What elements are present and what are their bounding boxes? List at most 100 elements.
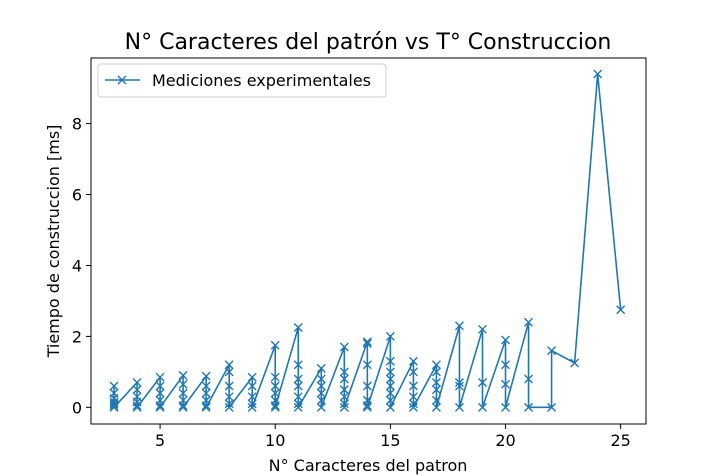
data-point-marker	[408, 399, 418, 409]
x-tick-label: 15	[380, 431, 400, 450]
y-tick-label: 2	[72, 327, 82, 346]
data-point-marker	[362, 337, 372, 347]
data-point-marker	[247, 381, 257, 391]
data-point-marker	[385, 402, 395, 412]
data-point-marker	[316, 402, 326, 412]
data-point-marker	[178, 401, 188, 411]
data-point-marker	[431, 385, 441, 395]
data-point-marker	[501, 335, 511, 345]
data-point-marker	[109, 402, 119, 412]
y-axis-label: Tiempo de construccion [ms]	[44, 125, 63, 359]
data-point-marker	[385, 367, 395, 377]
data-point-marker	[339, 392, 349, 402]
data-point-marker	[339, 399, 349, 409]
data-point-marker	[109, 381, 119, 391]
data-point-marker	[362, 401, 372, 411]
data-point-marker	[270, 340, 280, 350]
data-point-marker	[454, 321, 464, 331]
data-point-marker	[431, 360, 441, 370]
data-point-marker	[224, 402, 234, 412]
data-point-marker	[385, 381, 395, 391]
data-point-marker	[155, 372, 165, 382]
data-point-marker	[132, 402, 142, 412]
data-point-marker	[155, 401, 165, 411]
data-point-marker	[316, 374, 326, 384]
data-point-marker	[293, 392, 303, 402]
legend-marker	[117, 75, 127, 85]
data-point-marker	[339, 342, 349, 352]
data-point-marker	[524, 374, 534, 384]
data-point-marker	[224, 360, 234, 370]
data-point-marker	[132, 385, 142, 395]
data-point-marker	[224, 367, 234, 377]
plot-area: 5 10 15 20 25 0 2 4 6 8	[72, 57, 647, 450]
data-point-marker	[247, 399, 257, 409]
data-point-marker	[431, 402, 441, 412]
data-point-marker	[109, 399, 119, 409]
data-point-marker	[109, 401, 119, 411]
data-point-marker	[178, 402, 188, 412]
data-point-marker	[408, 367, 418, 377]
data-point-marker	[316, 363, 326, 373]
data-point-marker	[316, 388, 326, 398]
data-point-marker	[385, 395, 395, 405]
data-point-marker	[201, 401, 211, 411]
data-point-marker	[501, 402, 511, 412]
data-point-marker	[524, 402, 534, 412]
data-point-marker	[270, 401, 280, 411]
data-point-marker	[362, 360, 372, 370]
data-point-marker	[132, 378, 142, 388]
chart-title: N° Caracteres del patrón vs T° Construcc…	[125, 30, 612, 55]
x-tick-label: 20	[495, 431, 515, 450]
legend-marker-x	[117, 75, 127, 85]
data-point-marker	[501, 360, 511, 370]
data-point-marker	[270, 381, 280, 391]
data-point-marker	[339, 402, 349, 412]
data-point-marker	[293, 360, 303, 370]
data-point-marker	[385, 374, 395, 384]
data-point-marker	[293, 374, 303, 384]
data-point-marker	[247, 372, 257, 382]
data-point-marker	[178, 379, 188, 389]
data-point-marker	[339, 367, 349, 377]
data-point-marker	[362, 381, 372, 391]
data-point-marker	[408, 381, 418, 391]
data-point-marker	[431, 395, 441, 405]
data-point-marker	[201, 381, 211, 391]
data-point-marker	[616, 305, 626, 315]
data-point-marker	[316, 381, 326, 391]
data-point-marker	[339, 385, 349, 395]
legend-label: Mediciones experimentales	[152, 71, 371, 90]
data-point-marker	[155, 388, 165, 398]
data-point-marker	[477, 324, 487, 334]
data-point-marker	[293, 323, 303, 333]
data-point-marker	[454, 402, 464, 412]
data-point-marker	[224, 399, 234, 409]
data-point-marker	[224, 392, 234, 402]
axes-frame	[90, 57, 647, 425]
data-point-marker	[201, 402, 211, 412]
data-point-marker	[408, 402, 418, 412]
data-point-marker	[570, 358, 580, 368]
data-point-marker	[293, 399, 303, 409]
x-axis-ticks: 5 10 15 20 25	[155, 424, 631, 450]
y-tick-label: 4	[72, 256, 82, 275]
data-point-marker	[201, 371, 211, 381]
data-point-marker	[408, 356, 418, 366]
x-tick-label: 25	[610, 431, 630, 450]
legend-box	[97, 63, 387, 98]
data-point-marker	[454, 381, 464, 391]
y-tick-label: 0	[72, 398, 82, 417]
x-tick-label: 10	[265, 431, 285, 450]
y-tick-label: 8	[72, 115, 82, 134]
data-point-marker	[270, 402, 280, 412]
data-point-marker	[501, 379, 511, 389]
data-point-marker	[316, 395, 326, 405]
legend: Mediciones experimentales	[97, 63, 387, 98]
data-point-marker	[431, 367, 441, 377]
data-point-marker	[247, 402, 257, 412]
data-point-marker	[524, 317, 534, 327]
data-point-marker	[385, 388, 395, 398]
data-point-marker	[454, 378, 464, 388]
